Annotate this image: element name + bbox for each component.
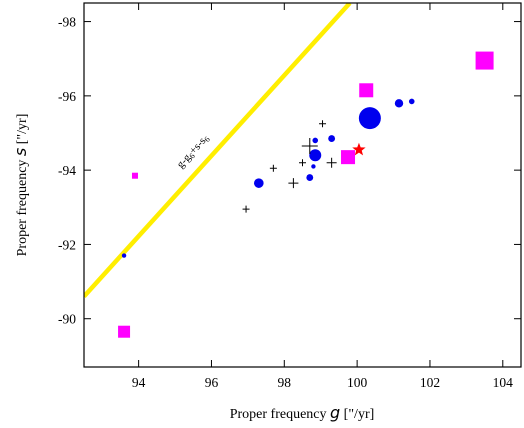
x-tick-label: 94 — [132, 375, 146, 390]
series-star — [352, 142, 366, 156]
square-marker-1 — [475, 51, 494, 70]
series-circle — [121, 98, 415, 258]
square-marker-2 — [359, 83, 374, 98]
circle-marker-2 — [309, 149, 322, 162]
square-marker-3 — [341, 150, 356, 165]
x-tick-label: 104 — [493, 375, 514, 390]
y-tick-label: -94 — [58, 163, 76, 178]
circle-marker-4 — [394, 99, 404, 108]
plus-marker-4 — [319, 120, 327, 128]
plot-content: g-g6+s-s6 — [84, 3, 494, 338]
y-tick-label: -92 — [58, 237, 76, 252]
circle-marker-7 — [408, 98, 415, 105]
plus-marker-3 — [288, 178, 299, 189]
x-axis-label: Proper frequency g ["/yr] — [230, 403, 375, 422]
plot-area — [84, 3, 494, 338]
plus-marker-7 — [242, 205, 250, 213]
circle-marker-6 — [306, 174, 314, 181]
star-marker-1 — [352, 142, 366, 156]
x-tick-label: 96 — [205, 375, 219, 390]
y-axis-label: Proper frequency s ["/yr] — [11, 114, 30, 257]
resonance-label: g-g6+s-s6 — [175, 132, 212, 171]
y-tick-label: -96 — [58, 89, 76, 104]
x-tick-label: 102 — [420, 375, 440, 390]
axis-ticks: 94 96 98 100 102 104 -90 -92 -94 -96 -98 — [58, 3, 521, 390]
y-tick-label: -90 — [58, 312, 76, 327]
circle-marker-8 — [312, 137, 319, 144]
y-tick-label: -98 — [58, 15, 76, 30]
series-square — [118, 51, 494, 338]
circle-marker-3 — [253, 178, 264, 188]
plus-marker-6 — [299, 159, 306, 167]
plus-marker-5 — [269, 164, 277, 172]
x-tick-label: 100 — [347, 375, 368, 390]
plot-frame — [83, 2, 522, 368]
plus-marker-1 — [301, 138, 318, 154]
circle-marker-1 — [358, 107, 381, 130]
plus-marker-2 — [326, 157, 337, 168]
series-plus — [242, 120, 337, 213]
resonance-line — [84, 3, 352, 298]
circle-marker-9 — [311, 164, 316, 169]
square-marker-5 — [131, 172, 138, 179]
x-tick-label: 98 — [278, 375, 292, 390]
square-marker-4 — [118, 325, 131, 338]
circle-marker-10 — [121, 253, 127, 258]
circle-marker-5 — [328, 135, 336, 142]
